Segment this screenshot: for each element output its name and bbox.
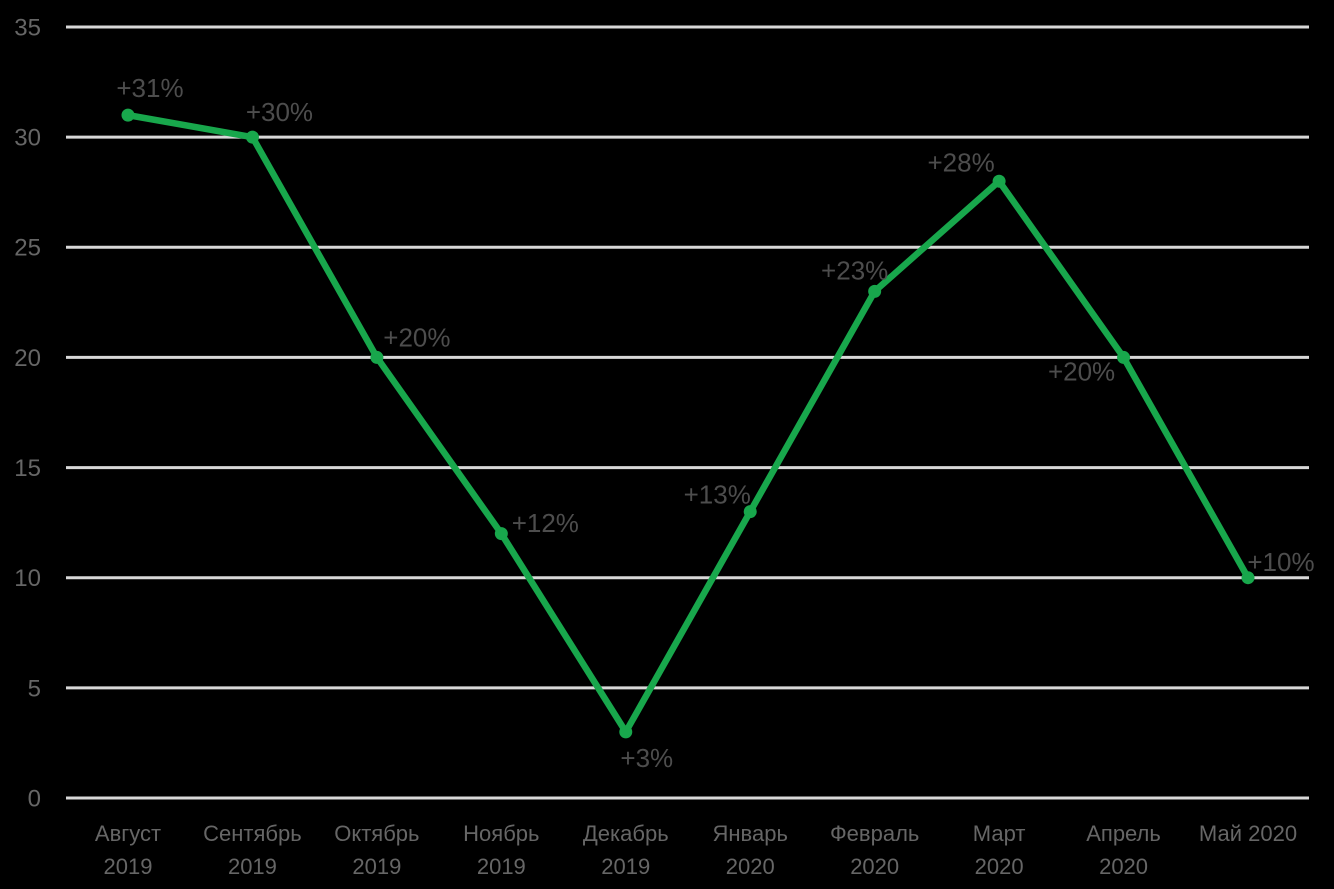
x-tick-label: Август [95, 821, 161, 846]
data-label: +20% [383, 323, 450, 353]
x-tick-label: 2019 [477, 854, 526, 879]
data-point-marker [370, 350, 384, 364]
data-point-marker [992, 174, 1006, 188]
x-tick-label: 2019 [601, 854, 650, 879]
data-label: +12% [512, 508, 579, 538]
x-tick-label: Февраль [830, 821, 919, 846]
data-point-marker [245, 130, 259, 144]
data-point-marker [494, 527, 508, 541]
y-tick-label: 10 [14, 565, 41, 592]
x-tick-label: Октябрь [334, 821, 419, 846]
y-tick-label: 15 [14, 455, 41, 482]
x-tick-label: Декабрь [583, 821, 669, 846]
data-label: +28% [927, 147, 994, 177]
data-point-marker [1117, 350, 1131, 364]
x-tick-label: 2019 [352, 854, 401, 879]
data-point-marker [868, 284, 882, 298]
y-tick-label: 35 [14, 14, 41, 41]
data-point-marker [1241, 571, 1255, 585]
x-tick-label: Апрель [1086, 821, 1161, 846]
y-tick-label: 5 [28, 675, 41, 702]
x-tick-label: Ноябрь [463, 821, 539, 846]
data-point-marker [619, 725, 633, 739]
x-tick-label: 2019 [228, 854, 277, 879]
data-point-marker [743, 505, 757, 519]
x-tick-label: Май 2020 [1199, 821, 1297, 846]
y-tick-label: 20 [14, 345, 41, 372]
series-line [124, 111, 1252, 736]
data-label: +31% [116, 73, 183, 103]
x-tick-label: Январь [713, 821, 788, 846]
data-label: +30% [246, 97, 313, 127]
data-label: +3% [620, 743, 673, 773]
data-label: +23% [821, 255, 888, 285]
x-tick-label: 2020 [850, 854, 899, 879]
y-tick-label: 0 [28, 785, 41, 812]
x-tick-label: Сентябрь [203, 821, 302, 846]
data-label: +20% [1048, 357, 1115, 387]
x-tick-label: 2020 [1099, 854, 1148, 879]
x-tick-label: 2019 [104, 854, 153, 879]
x-tick-label: Март [973, 821, 1026, 846]
x-tick-label: 2020 [726, 854, 775, 879]
data-point-marker [121, 108, 135, 122]
data-label: +10% [1247, 547, 1314, 577]
x-tick-label: 2020 [975, 854, 1024, 879]
y-tick-label: 25 [14, 235, 41, 262]
data-label: +13% [684, 480, 751, 510]
y-tick-label: 30 [14, 125, 41, 152]
